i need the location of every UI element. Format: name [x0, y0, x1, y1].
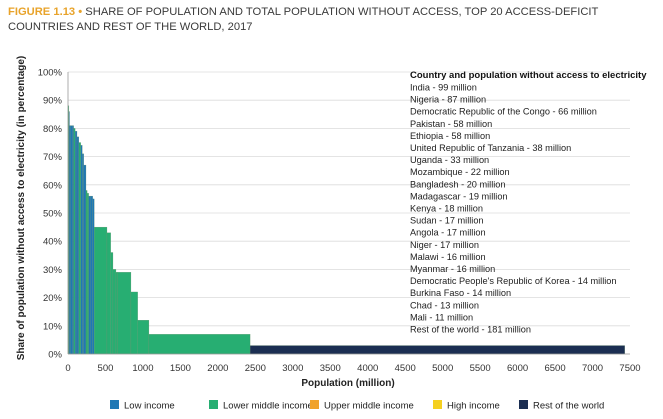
bars	[67, 105, 625, 355]
bar	[115, 272, 118, 355]
x-tick-label: 7000	[582, 363, 603, 374]
annotation-item: Kenya - 18 million	[410, 204, 483, 214]
y-axis-label: Share of population without access to el…	[16, 56, 27, 361]
annotation-item: Democratic Republic of the Congo - 66 mi…	[410, 107, 597, 117]
x-tick-labels: 0 500 1000 1500 2000 2500 3000 3500 4000 4500 5000…	[65, 363, 640, 374]
legend: Low income Lower middle income Upper middl…	[110, 400, 604, 412]
y-tick-label: 40%	[43, 237, 63, 248]
bar	[86, 193, 89, 355]
annotation-item: Malawi - 16 million	[410, 252, 486, 262]
bar	[88, 195, 91, 355]
bar	[110, 252, 114, 355]
x-tick-label: 4500	[395, 363, 416, 374]
x-tick-label: 0	[65, 363, 70, 374]
x-tick-label: 7500	[619, 363, 640, 374]
y-tick-label: 90%	[43, 96, 63, 107]
bar	[249, 345, 625, 355]
bar	[92, 198, 95, 355]
bar	[82, 153, 84, 355]
bar	[112, 269, 117, 355]
x-tick-label: 1000	[132, 363, 153, 374]
annotation-item: Nigeria - 87 million	[410, 95, 486, 105]
y-tick-label: 70%	[43, 152, 63, 163]
bar	[71, 125, 74, 355]
y-tick-label: 50%	[43, 209, 63, 220]
annotation-item: Uganda - 33 million	[410, 155, 489, 165]
annotation-item: United Republic of Tanzania - 38 million	[410, 143, 571, 153]
bar	[137, 320, 150, 355]
bar	[148, 334, 251, 355]
x-tick-label: 6500	[544, 363, 565, 374]
bar	[80, 145, 83, 355]
x-axis-label: Population (million)	[301, 378, 394, 389]
annotation-item: Madagascar - 19 million	[410, 191, 508, 201]
title-separator: •	[78, 6, 83, 18]
bar	[74, 131, 78, 355]
legend-swatch	[519, 400, 528, 409]
annotation-title: Country and population without access to…	[410, 70, 647, 81]
annotation-item: Niger - 17 million	[410, 240, 479, 250]
legend-swatch	[310, 400, 319, 409]
x-tick-label: 6000	[507, 363, 528, 374]
y-tick-label: 80%	[43, 124, 63, 135]
y-tick-label: 30%	[43, 265, 63, 276]
legend-label: Upper middle income	[324, 401, 414, 412]
bar	[130, 291, 138, 355]
annotation-item: Chad - 13 million	[410, 300, 479, 310]
bar	[106, 232, 111, 355]
gridlines	[68, 71, 630, 327]
figure-number: FIGURE 1.13	[8, 6, 76, 18]
annotation-item: Sudan - 17 million	[410, 216, 484, 226]
bar	[70, 125, 73, 355]
y-tick-label: 100%	[38, 68, 63, 79]
bar	[69, 125, 71, 355]
x-tick-label: 2500	[245, 363, 266, 374]
annotation-item: India - 99 million	[410, 83, 477, 93]
x-tick-label: 5500	[470, 363, 491, 374]
bar	[117, 272, 132, 355]
x-tick-label: 4000	[357, 363, 378, 374]
x-tick-label: 1500	[170, 363, 191, 374]
chart-title: FIGURE 1.13 • SHARE OF POPULATION AND TO…	[8, 5, 656, 35]
annotation-item: Democratic People's Republic of Korea - …	[410, 276, 617, 286]
legend-swatch	[110, 400, 119, 409]
x-tick-label: 2000	[207, 363, 228, 374]
legend-swatch	[433, 400, 442, 409]
annotation-item: Ethiopia - 58 million	[410, 131, 490, 141]
annotation-item: Mozambique - 22 million	[410, 167, 510, 177]
annotation-item: Pakistan - 58 million	[410, 119, 492, 129]
x-tick-label: 5000	[432, 363, 453, 374]
x-tick-label: 3500	[320, 363, 341, 374]
bar	[76, 136, 79, 355]
bar	[78, 142, 81, 355]
legend-label: High income	[447, 401, 500, 412]
legend-label: Lower middle income	[223, 401, 313, 412]
y-tick-label: 0%	[48, 350, 62, 361]
y-tick-labels: 0% 10% 20% 30% 40% 50% 60% 70% 80% 90% 100%	[38, 68, 63, 361]
x-tick-label: 3000	[282, 363, 303, 374]
annotation-item: Angola - 17 million	[410, 228, 486, 238]
y-tick-label: 20%	[43, 293, 63, 304]
legend-swatch	[209, 400, 218, 409]
x-tick-label: 500	[98, 363, 114, 374]
y-tick-label: 60%	[43, 180, 63, 191]
annotation-list: India - 99 million Nigeria - 87 million De…	[410, 83, 617, 335]
y-tick-label: 10%	[43, 321, 63, 332]
axes	[67, 72, 630, 355]
figure-title-text: SHARE OF POPULATION AND TOTAL POPULATION…	[8, 6, 599, 33]
annotation-item: Burkina Faso - 14 million	[410, 288, 511, 298]
annotation-item: Rest of the world - 181 million	[410, 325, 531, 335]
bar	[85, 190, 88, 355]
annotation-item: Myanmar - 16 million	[410, 264, 495, 274]
annotation-item: Bangladesh - 20 million	[410, 179, 506, 189]
annotation-item: Mali - 11 million	[410, 312, 473, 322]
bar	[83, 164, 87, 355]
legend-label: Low income	[124, 401, 175, 412]
legend-label: Rest of the world	[533, 401, 604, 412]
bar	[94, 226, 108, 355]
bar	[73, 128, 76, 355]
bar	[89, 195, 93, 355]
